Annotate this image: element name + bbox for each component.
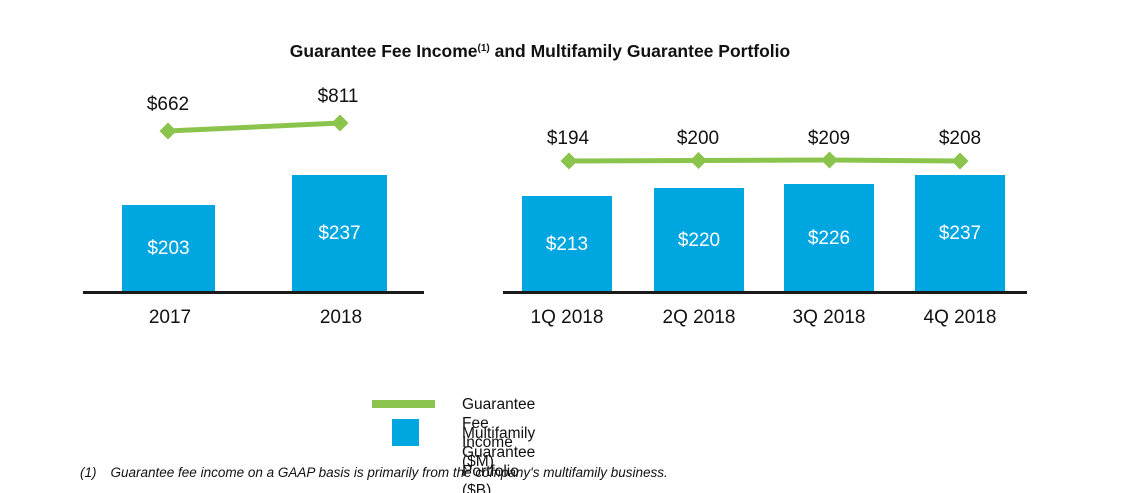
line-value-label: $200 (676, 128, 720, 149)
bar-value-label: $220 (677, 229, 721, 251)
bar-3q2018: $226 (784, 184, 874, 293)
line-marker-diamond (331, 114, 349, 132)
legend-line-swatch (372, 400, 435, 408)
line-value-label: $194 (546, 128, 590, 149)
line-value-label: $662 (146, 94, 190, 115)
category-label-2q2018: 2Q 2018 (662, 307, 736, 328)
legend-square-swatch (392, 419, 419, 446)
category-label-4q2018: 4Q 2018 (923, 307, 997, 328)
category-label-2017: 2017 (148, 307, 192, 328)
bar-1q2018: $213 (522, 196, 612, 293)
x-axis-quarterly (503, 291, 1027, 294)
fee-income-line-quarterly (560, 151, 969, 170)
footnote-marker: (1) (80, 465, 97, 480)
bar-2018: $237 (292, 175, 387, 293)
category-label-2018: 2018 (319, 307, 363, 328)
legend-label-portfolio: Multifamily Guarantee Portfolio ($B) (462, 425, 536, 493)
line-marker-diamond (821, 151, 838, 169)
line-marker-diamond (159, 122, 177, 140)
x-axis-annual (83, 291, 424, 294)
line-marker-diamond (560, 152, 578, 170)
line-value-label: $811 (317, 86, 359, 107)
category-label-1q2018: 1Q 2018 (530, 307, 604, 328)
category-label-3q2018: 3Q 2018 (792, 307, 866, 328)
bar-4q2018: $237 (915, 175, 1005, 293)
line-value-label: $208 (938, 128, 982, 149)
footnote-text: Guarantee fee income on a GAAP basis is … (110, 465, 668, 480)
fee-income-line-annual (159, 114, 349, 140)
chart-title-suffix: and Multifamily Guarantee Portfolio (489, 41, 791, 61)
chart-title-main: Guarantee Fee Income (289, 41, 478, 61)
bar-value-label: $213 (545, 233, 589, 255)
legend-label-fee-income: Guarantee Fee Income ($M) (462, 396, 536, 470)
bar-value-label: $237 (318, 223, 361, 244)
chart-title-superscript: (1) (477, 43, 490, 54)
bar-value-label: $226 (807, 227, 851, 249)
line-value-label: $209 (807, 128, 851, 149)
line-marker-diamond (951, 152, 969, 170)
line-marker-diamond (690, 152, 707, 169)
bar-value-label: $237 (938, 223, 982, 244)
footnote: (1) Guarantee fee income on a GAAP basis … (80, 465, 668, 480)
chart-title: Guarantee Fee Income(1) and Multifamily … (0, 41, 1080, 62)
bar-2q2018: $220 (654, 188, 744, 293)
bar-2017: $203 (122, 205, 215, 293)
bar-value-label: $203 (147, 238, 190, 259)
